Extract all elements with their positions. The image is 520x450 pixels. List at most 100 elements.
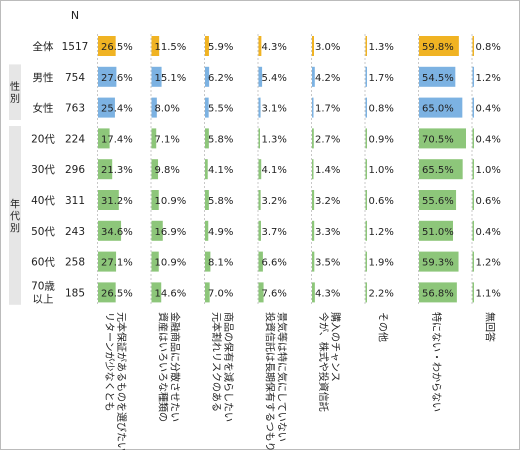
n-header: N bbox=[71, 9, 79, 22]
bar-c2-r6 bbox=[205, 220, 209, 241]
value-c0-r3: 17.4% bbox=[101, 134, 133, 145]
bar-c2-r0 bbox=[205, 36, 209, 56]
bar-c6-r0 bbox=[419, 36, 459, 56]
column-header-2-line-1: 元本割れリスクのある bbox=[210, 312, 223, 412]
value-c7-r3: 0.4% bbox=[476, 134, 501, 145]
bar-c0-r5 bbox=[98, 190, 119, 210]
bar-c1-r2 bbox=[151, 97, 157, 118]
bar-c0-r1 bbox=[98, 66, 117, 87]
value-c0-r5: 31.2% bbox=[101, 196, 133, 207]
value-c0-r7: 27.1% bbox=[101, 258, 133, 269]
bar-c5-r5 bbox=[365, 190, 367, 210]
bar-c5-r0 bbox=[365, 36, 367, 56]
row-label2-8: 以上 bbox=[33, 293, 54, 305]
value-c4-r2: 1.7% bbox=[315, 104, 340, 115]
value-c6-r4: 65.5% bbox=[422, 165, 454, 176]
bar-c5-r2 bbox=[365, 97, 367, 118]
bar-c2-r2 bbox=[205, 97, 209, 118]
column-header-7-line-0: 無回答 bbox=[484, 312, 497, 342]
bar-c3-r0 bbox=[258, 36, 262, 56]
group-band-0 bbox=[9, 64, 21, 120]
bar-c3-r4 bbox=[258, 159, 262, 180]
value-c4-r8: 4.3% bbox=[315, 288, 340, 299]
row-n-1: 754 bbox=[65, 72, 85, 84]
value-c3-r1: 5.4% bbox=[262, 73, 287, 84]
value-c2-r0: 5.9% bbox=[208, 42, 233, 53]
bar-c2-r4 bbox=[205, 159, 208, 180]
value-c5-r7: 1.9% bbox=[369, 258, 394, 269]
bar-c6-r1 bbox=[419, 66, 456, 87]
bar-c7-r3 bbox=[472, 128, 474, 149]
value-c7-r2: 0.4% bbox=[476, 104, 501, 115]
value-c0-r4: 21.3% bbox=[101, 165, 133, 176]
value-c2-r7: 8.1% bbox=[208, 258, 233, 269]
row-n-8: 185 bbox=[65, 287, 85, 299]
bar-c7-r2 bbox=[472, 97, 474, 118]
bar-c4-r2 bbox=[312, 97, 314, 118]
value-c2-r5: 5.8% bbox=[208, 196, 233, 207]
row-label-0: 全体 bbox=[33, 40, 54, 53]
value-c1-r5: 10.9% bbox=[155, 196, 187, 207]
bar-c4-r8 bbox=[312, 282, 315, 303]
bar-c0-r0 bbox=[98, 36, 116, 56]
value-c3-r4: 4.1% bbox=[262, 165, 287, 176]
bar-c1-r7 bbox=[151, 251, 159, 272]
value-c1-r3: 7.1% bbox=[155, 134, 180, 145]
value-c6-r7: 59.3% bbox=[422, 258, 454, 269]
value-c3-r2: 3.1% bbox=[262, 104, 287, 115]
value-c7-r7: 1.2% bbox=[476, 258, 501, 269]
value-c5-r4: 1.0% bbox=[369, 165, 394, 176]
bar-c3-r7 bbox=[258, 251, 263, 272]
bar-c5-r4 bbox=[365, 159, 367, 180]
value-c7-r8: 1.1% bbox=[476, 288, 501, 299]
bar-c7-r1 bbox=[472, 66, 474, 87]
column-header-4-line-1: 今が、株式や投資信託 bbox=[317, 312, 330, 412]
bar-c0-r2 bbox=[98, 97, 115, 118]
value-c3-r8: 7.6% bbox=[262, 288, 287, 299]
row-label-2: 女性 bbox=[33, 102, 54, 115]
row-n-3: 224 bbox=[65, 133, 85, 145]
group-band-1 bbox=[9, 126, 21, 305]
bar-c4-r1 bbox=[312, 66, 315, 87]
bar-c6-r8 bbox=[419, 282, 457, 303]
bar-c5-r8 bbox=[365, 282, 367, 303]
row-label-1: 男性 bbox=[33, 71, 54, 84]
value-c1-r6: 16.9% bbox=[155, 227, 187, 238]
bar-c4-r4 bbox=[312, 159, 314, 180]
row-label-7: 60代 bbox=[31, 257, 55, 269]
bar-c0-r7 bbox=[98, 251, 117, 272]
group-label-0-char-1: 別 bbox=[10, 93, 20, 105]
value-c0-r1: 27.6% bbox=[101, 73, 133, 84]
bar-c4-r3 bbox=[312, 128, 314, 149]
bar-c2-r1 bbox=[205, 66, 210, 87]
value-c6-r0: 59.8% bbox=[422, 42, 454, 53]
column-header-4-line-0: 購入のチャンス bbox=[329, 312, 342, 382]
bar-c3-r5 bbox=[258, 190, 261, 210]
value-c1-r1: 15.1% bbox=[155, 73, 187, 84]
group-label-0-char-0: 性 bbox=[10, 80, 20, 93]
value-c6-r1: 54.5% bbox=[422, 73, 454, 84]
value-c6-r8: 56.8% bbox=[422, 288, 454, 299]
bar-c1-r4 bbox=[151, 159, 159, 180]
value-c2-r3: 5.8% bbox=[208, 134, 233, 145]
value-c3-r5: 3.2% bbox=[262, 196, 287, 207]
bar-c0-r8 bbox=[98, 282, 116, 303]
row-label-4: 30代 bbox=[31, 164, 55, 176]
row-n-7: 258 bbox=[65, 257, 85, 269]
row-n-5: 311 bbox=[65, 195, 85, 207]
bar-c1-r0 bbox=[151, 36, 160, 56]
column-header-1-line-0: 金融商品に分散させたい bbox=[169, 312, 182, 422]
value-c4-r4: 1.4% bbox=[315, 165, 340, 176]
bar-layer bbox=[97, 34, 474, 305]
value-c5-r5: 0.6% bbox=[369, 196, 394, 207]
value-c0-r0: 26.5% bbox=[101, 42, 133, 53]
value-c4-r3: 2.7% bbox=[315, 134, 340, 145]
row-label-layer: 全体 1517 男性 754 女性 763 20代 224 30代 296 40代 311 50代 243… bbox=[31, 40, 88, 305]
value-c4-r6: 3.3% bbox=[315, 227, 340, 238]
value-c3-r0: 4.3% bbox=[262, 42, 287, 53]
bar-c0-r4 bbox=[98, 159, 113, 180]
value-c4-r7: 3.5% bbox=[315, 258, 340, 269]
value-c3-r3: 1.3% bbox=[262, 134, 287, 145]
